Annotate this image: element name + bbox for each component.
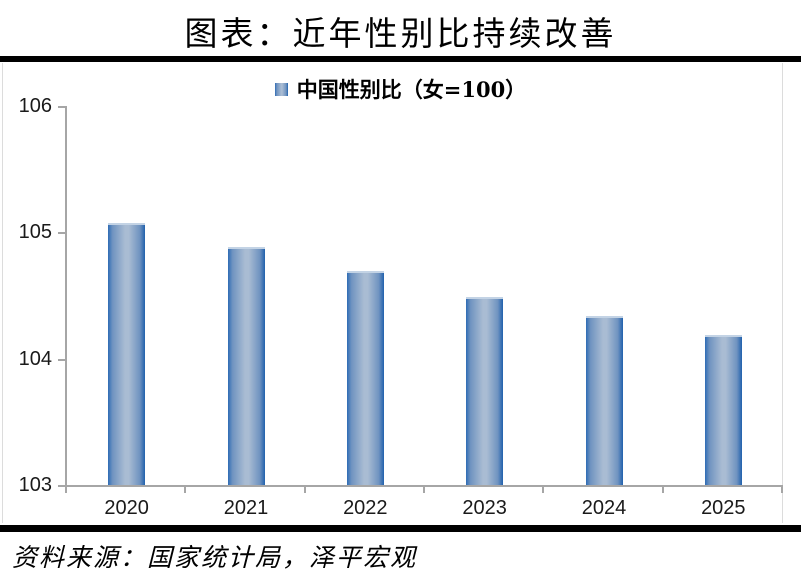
x-tick-label: 2021 [223, 497, 269, 519]
bar-2022 [346, 271, 384, 485]
y-axis-line [65, 106, 67, 485]
x-tick-mark [65, 485, 67, 493]
legend-label: 中国性别比（女=100） [296, 77, 527, 102]
x-tick-mark [542, 485, 545, 493]
source-note: 资料来源：国家统计局，泽平宏观 [12, 543, 418, 572]
top-divider [0, 56, 801, 62]
x-tick-label: 2025 [701, 497, 746, 519]
bar-2024 [585, 315, 623, 485]
x-tick-label: 2024 [581, 497, 627, 519]
y-tick-mark [58, 358, 65, 361]
y-tick-label: 106 [18, 95, 52, 117]
x-tick-label: 2020 [104, 497, 149, 519]
bar-2023 [466, 296, 504, 485]
bottom-divider [0, 525, 801, 532]
chart-frame-right [782, 63, 783, 523]
bar-2021 [227, 247, 265, 485]
y-tick-label: 103 [18, 474, 52, 496]
bar-2025 [704, 334, 742, 485]
chart-frame-left [2, 63, 3, 523]
x-tick-label: 2023 [462, 497, 507, 519]
x-tick-mark [184, 485, 187, 493]
legend: 中国性别比（女=100） [0, 76, 801, 102]
y-tick-mark [58, 232, 65, 235]
bar-2020 [108, 223, 146, 485]
x-tick-mark [303, 485, 306, 493]
x-tick-mark [423, 485, 425, 493]
x-tick-label: 2022 [343, 497, 388, 519]
chart-title: 图表：近年性别比持续改善 [184, 14, 617, 53]
y-tick-mark [58, 106, 65, 108]
legend-marker-icon [274, 82, 288, 96]
y-tick-label: 104 [18, 347, 52, 370]
y-tick-mark [58, 485, 65, 487]
x-tick-mark [781, 485, 783, 493]
y-tick-label: 105 [18, 221, 52, 244]
x-tick-mark [661, 485, 664, 493]
